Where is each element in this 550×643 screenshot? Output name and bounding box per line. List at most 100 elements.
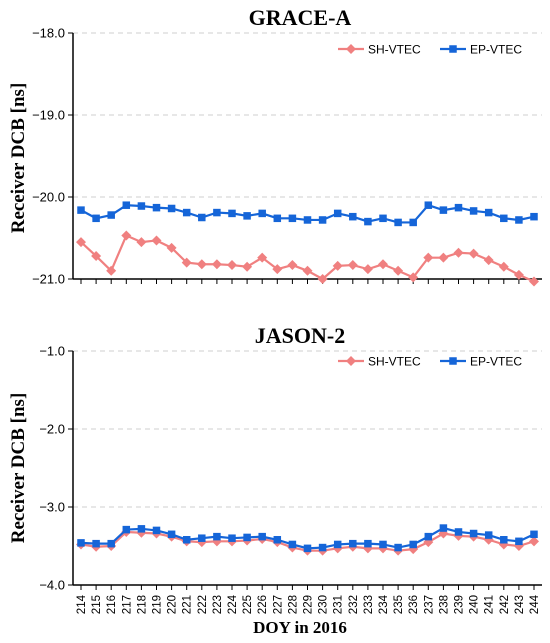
data-point: [409, 540, 417, 549]
legend-label: SH-VTEC: [368, 43, 421, 57]
data-point: [469, 207, 478, 215]
data-point: [424, 532, 433, 541]
data-point: [364, 539, 372, 548]
data-point: [243, 533, 251, 542]
data-point: [273, 536, 282, 544]
data-point: [121, 230, 132, 241]
data-point: [378, 259, 388, 270]
data-point: [529, 536, 539, 547]
data-point: [349, 539, 357, 548]
data-point: [258, 209, 266, 218]
data-point: [379, 214, 387, 223]
x-tick-label: 242: [499, 595, 511, 614]
data-point: [198, 534, 206, 542]
y-tick-label: −3.0: [39, 500, 65, 515]
data-point: [454, 528, 463, 536]
data-point: [288, 214, 297, 223]
data-point: [500, 214, 508, 223]
data-point: [227, 260, 237, 271]
legend-label: SH-VTEC: [368, 355, 421, 369]
legend-label: EP-VTEC: [470, 355, 522, 369]
data-point: [332, 260, 343, 271]
data-point: [92, 539, 100, 548]
x-tick-label: 230: [318, 595, 330, 614]
data-point: [454, 203, 463, 212]
data-point: [92, 214, 100, 223]
data-point: [136, 237, 147, 248]
data-point: [213, 208, 221, 217]
data-point: [530, 212, 538, 221]
data-point: [449, 357, 457, 365]
data-point: [182, 208, 191, 217]
panel-jason-2: JASON-2 Receiver DCB [ns] −1.0 −2.0 −3.0 −4…: [8, 323, 542, 637]
x-tick-label: 228: [287, 595, 299, 614]
data-point: [258, 532, 266, 541]
legend: SH-VTEC EP-VTEC: [338, 355, 522, 369]
chart-title: JASON-2: [255, 323, 345, 348]
data-point: [257, 252, 268, 263]
legend: SH-VTEC EP-VTEC: [338, 43, 522, 57]
data-point: [500, 536, 508, 544]
x-tick-label: 218: [136, 595, 148, 614]
data-point: [468, 248, 479, 259]
data-point: [243, 212, 251, 220]
legend-item-sh-vtec: SH-VTEC: [338, 355, 421, 369]
data-point: [530, 530, 538, 539]
legend-item-ep-vtec: EP-VTEC: [440, 43, 522, 57]
x-tick-label: 243: [514, 595, 526, 614]
series-group: [76, 524, 539, 556]
data-point: [198, 213, 206, 222]
y-tick-labels: −1.0 −2.0 −3.0 −4.0: [39, 344, 65, 593]
series-ep-vtec: [77, 524, 538, 553]
x-tick-label: 222: [197, 595, 209, 614]
x-tick-label: 232: [348, 595, 360, 614]
data-point: [362, 264, 373, 275]
x-tick-label: 233: [363, 595, 375, 614]
data-point: [513, 269, 524, 280]
series-group: [76, 201, 539, 287]
data-point: [484, 531, 493, 539]
data-point: [498, 261, 509, 272]
x-tick-label: 223: [212, 595, 224, 614]
x-tick-label: 239: [454, 595, 466, 614]
data-point: [182, 536, 191, 544]
x-tick-label: 216: [106, 595, 118, 614]
x-tick-label: 215: [91, 595, 103, 614]
panel-grace-a: GRACE-A Receiver DCB [ns] −18.0 −19.0 −20.…: [8, 5, 542, 287]
x-tick-label: 238: [438, 595, 450, 614]
data-point: [347, 260, 358, 271]
data-point: [213, 532, 221, 541]
data-point: [196, 259, 207, 270]
data-point: [317, 274, 328, 284]
data-point: [302, 265, 313, 276]
legend-item-ep-vtec: EP-VTEC: [440, 355, 522, 369]
data-point: [408, 272, 419, 283]
y-axis-label: Receiver DCB [ns]: [8, 393, 29, 544]
data-point: [529, 276, 539, 287]
data-point: [122, 525, 131, 534]
data-point: [287, 260, 298, 271]
series-ep-vtec: [77, 201, 538, 227]
x-tick-label: 226: [257, 595, 269, 614]
data-point: [137, 525, 146, 533]
data-point: [349, 212, 357, 221]
data-point: [107, 211, 115, 219]
data-point: [288, 540, 297, 549]
y-tick-label: −18.0: [32, 26, 65, 41]
x-tick-label: 240: [469, 595, 481, 614]
series-sh-vtec: [76, 230, 539, 287]
data-point: [151, 235, 162, 246]
y-axis-label: Receiver DCB [ns]: [8, 83, 29, 234]
data-point: [91, 251, 102, 262]
data-point: [515, 537, 523, 546]
y-tick-labels: −18.0 −19.0 −20.0 −21.0: [32, 26, 65, 287]
legend-item-sh-vtec: SH-VTEC: [338, 43, 421, 57]
x-tick-label: 227: [272, 595, 284, 614]
data-point: [439, 524, 448, 532]
data-point: [346, 44, 356, 54]
x-axis-label: DOY in 2016: [253, 618, 347, 637]
data-point: [211, 259, 222, 270]
data-point: [166, 242, 177, 253]
y-tick-label: −19.0: [32, 108, 65, 123]
